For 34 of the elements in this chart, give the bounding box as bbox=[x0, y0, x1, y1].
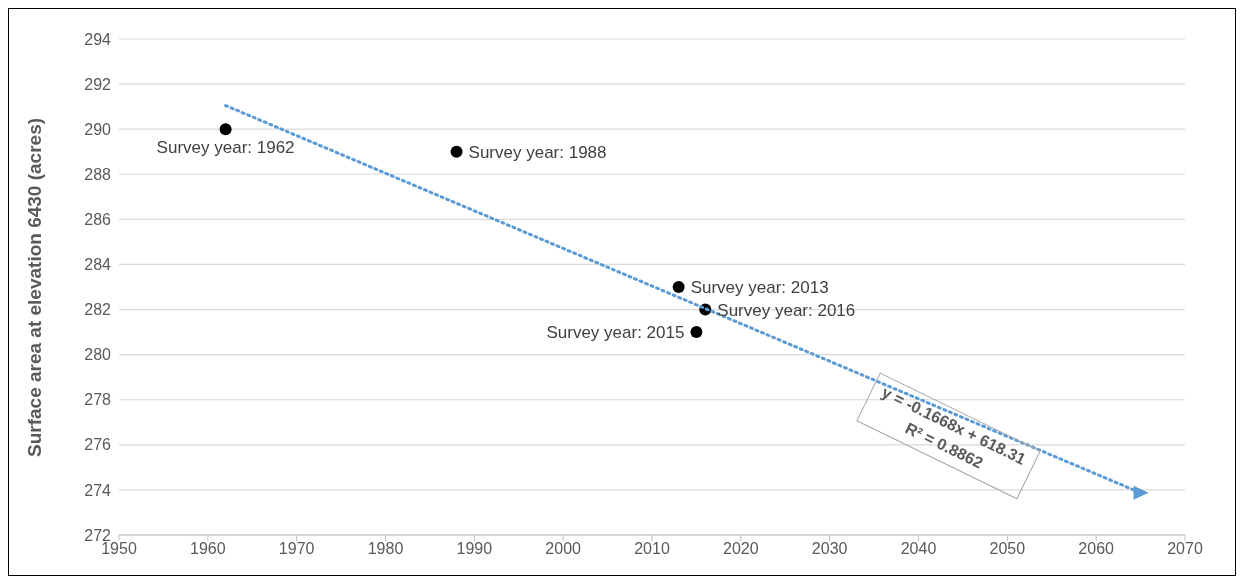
x-tick-label: 2060 bbox=[1078, 540, 1115, 558]
x-tick-label: 2070 bbox=[1167, 540, 1203, 558]
y-tick-label: 284 bbox=[84, 256, 112, 274]
annotation: Survey year: 2013 bbox=[690, 278, 829, 298]
x-tick-label: 2030 bbox=[811, 540, 848, 558]
y-tick-label: 276 bbox=[84, 436, 112, 454]
y-axis-title: Surface area at elevation 6430 (acres) bbox=[23, 117, 45, 457]
y-tick-label: 278 bbox=[84, 391, 112, 409]
y-tick-label: 286 bbox=[84, 211, 112, 229]
point bbox=[219, 123, 232, 136]
x-tick-label: 1960 bbox=[190, 540, 226, 558]
y-tick-label: 280 bbox=[84, 346, 112, 364]
x-tick-label: 1970 bbox=[278, 540, 315, 558]
y-tick-label: 294 bbox=[84, 30, 112, 48]
x-tick-label: 2010 bbox=[634, 540, 670, 558]
x-tick-label: 2000 bbox=[545, 540, 582, 558]
annotation: Survey year: 1988 bbox=[468, 142, 607, 162]
y-tick-label: 288 bbox=[84, 165, 112, 183]
x-tick-label: 1950 bbox=[101, 540, 137, 558]
x-tick-label: 2040 bbox=[900, 540, 937, 558]
point bbox=[690, 326, 703, 339]
x-tick-label: 2050 bbox=[989, 540, 1026, 558]
annotation: Survey year: 2015 bbox=[546, 323, 685, 343]
y-tick-label: 290 bbox=[84, 120, 112, 138]
point bbox=[672, 281, 685, 293]
y-tick-label: 274 bbox=[84, 481, 112, 499]
x-tick-label: 1980 bbox=[367, 540, 404, 558]
y-tick-label: 292 bbox=[84, 75, 112, 93]
x-tick-label: 1990 bbox=[456, 540, 493, 558]
y-tick-label: 282 bbox=[84, 301, 112, 319]
annotation: Survey year: 1962 bbox=[156, 138, 295, 158]
annotation: Survey year: 2016 bbox=[717, 300, 856, 320]
x-tick-label: 2020 bbox=[723, 540, 759, 558]
point bbox=[450, 145, 463, 158]
